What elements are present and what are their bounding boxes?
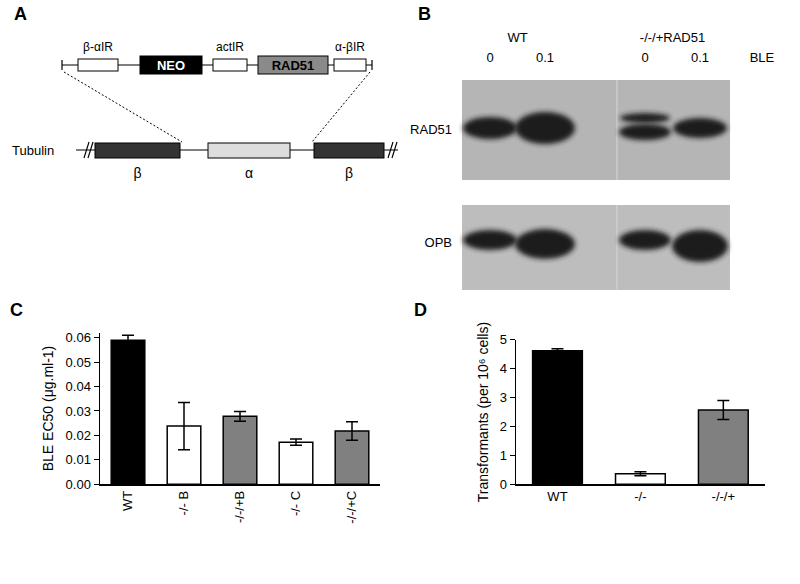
svg-text:3: 3 [500,390,507,405]
svg-text:0.01: 0.01 [66,452,91,467]
svg-text:-/-/+C: -/-/+C [344,491,359,524]
svg-text:Transformants (per 10⁶ cells): Transformants (per 10⁶ cells) [475,322,491,502]
svg-text:α: α [245,165,253,181]
svg-text:α-βIR: α-βIR [335,40,365,54]
svg-text:WT: WT [547,489,567,504]
svg-text:β: β [345,165,353,181]
svg-text:A: A [14,4,27,24]
svg-text:0: 0 [641,50,648,65]
svg-text:RAD51: RAD51 [272,58,315,73]
svg-text:2: 2 [500,419,507,434]
svg-text:BLE EC50 (μg.ml-1): BLE EC50 (μg.ml-1) [40,346,56,472]
svg-text:B: B [418,4,431,24]
svg-text:0.1: 0.1 [536,50,554,65]
svg-text:0: 0 [486,50,493,65]
svg-text:0.06: 0.06 [66,330,91,345]
svg-text:BLE: BLE [750,50,775,65]
svg-text:WT: WT [120,491,135,511]
svg-text:NEO: NEO [157,58,185,73]
svg-text:5: 5 [500,332,507,347]
svg-text:-/- B: -/- B [176,491,191,516]
svg-text:β: β [133,165,141,181]
svg-text:0.04: 0.04 [66,379,91,394]
svg-text:-/- C: -/- C [288,491,303,516]
svg-text:Tubulin: Tubulin [12,143,54,158]
svg-text:0.02: 0.02 [66,428,91,443]
svg-text:-/-: -/- [634,489,646,504]
svg-text:OPB: OPB [425,235,452,250]
svg-text:WT: WT [507,30,527,45]
svg-text:RAD51: RAD51 [410,122,452,137]
svg-text:0: 0 [500,477,507,492]
svg-text:-/-/+B: -/-/+B [232,491,247,523]
svg-text:0.03: 0.03 [66,404,91,419]
svg-text:β-αIR: β-αIR [83,40,113,54]
svg-text:4: 4 [500,361,507,376]
svg-text:-/-/+: -/-/+ [712,489,735,504]
svg-text:0.00: 0.00 [66,477,91,492]
svg-text:0.05: 0.05 [66,355,91,370]
svg-text:D: D [414,300,427,320]
svg-text:actIR: actIR [216,40,244,54]
svg-text:0.1: 0.1 [691,50,709,65]
svg-text:-/-/+RAD51: -/-/+RAD51 [640,30,705,45]
svg-text:C: C [10,300,23,320]
svg-text:1: 1 [500,448,507,463]
